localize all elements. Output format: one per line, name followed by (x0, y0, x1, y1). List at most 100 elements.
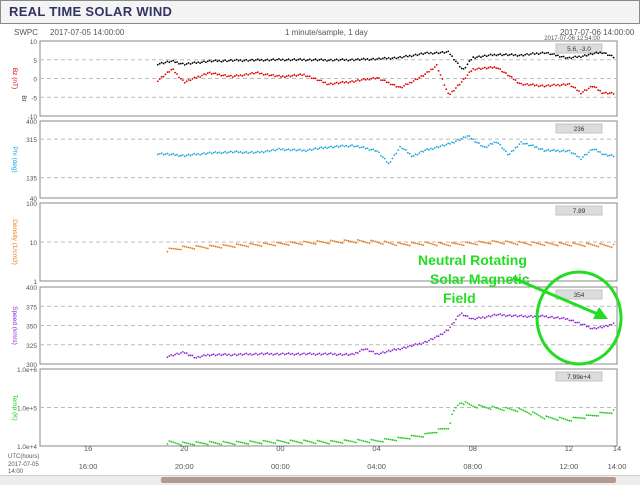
data-point (499, 143, 502, 146)
data-point (545, 415, 548, 418)
data-point (610, 54, 613, 57)
data-point (526, 316, 528, 319)
data-point (176, 352, 178, 355)
data-point (324, 441, 327, 444)
data-point (393, 243, 396, 246)
data-point (381, 79, 384, 82)
data-point (560, 417, 563, 419)
data-point (545, 241, 548, 244)
data-point (485, 315, 488, 318)
y-tick-label: 5 (33, 58, 37, 65)
data-point (508, 53, 511, 56)
data-point (206, 72, 209, 74)
data-point (330, 352, 332, 355)
data-point (499, 68, 502, 70)
data-point (487, 54, 490, 57)
data-point (428, 242, 430, 244)
data-point (378, 151, 380, 154)
data-point (401, 242, 403, 245)
data-point (303, 352, 305, 355)
data-point (212, 441, 215, 444)
data-point (301, 442, 303, 445)
data-point (170, 353, 173, 356)
data-point (289, 59, 292, 62)
data-point (314, 77, 317, 80)
data-point (220, 60, 223, 63)
data-point (587, 242, 590, 245)
data-point (555, 244, 557, 246)
y-tick-label: 1 (33, 279, 37, 286)
data-point (279, 59, 282, 62)
data-point (291, 74, 294, 77)
data-point (449, 244, 452, 247)
data-point (356, 145, 359, 147)
data-point (480, 144, 482, 147)
data-point (608, 245, 611, 248)
data-point (414, 53, 417, 56)
data-point (285, 75, 288, 78)
data-point (606, 92, 609, 95)
data-point (268, 441, 271, 443)
data-point (601, 92, 603, 95)
data-point (522, 409, 525, 412)
data-point (355, 58, 357, 61)
time-scrollbar[interactable] (0, 475, 640, 485)
data-point (222, 74, 225, 77)
scrollbar-thumb[interactable] (161, 477, 616, 483)
data-point (568, 56, 571, 59)
data-point (530, 53, 532, 55)
series-bt (156, 50, 615, 70)
data-point (556, 316, 559, 319)
data-point (176, 73, 178, 75)
data-point (376, 150, 378, 152)
data-point (287, 74, 290, 77)
data-point (428, 52, 430, 55)
data-point (426, 432, 428, 435)
data-point (503, 53, 505, 56)
data-point (464, 241, 467, 244)
data-point (605, 411, 607, 414)
y-tick-label: 10 (30, 240, 38, 247)
data-point (393, 439, 396, 442)
data-point (516, 55, 519, 57)
data-point (355, 145, 357, 148)
data-point (578, 90, 580, 92)
data-point (345, 239, 348, 242)
data-point (430, 242, 432, 245)
data-point (156, 63, 159, 66)
data-point (204, 247, 207, 249)
y-axis-label-2: Bt (20, 95, 27, 101)
x-tick-time: 12:00 (560, 462, 579, 471)
data-point (395, 152, 398, 155)
data-point (387, 438, 390, 441)
data-point (312, 148, 315, 151)
data-point (512, 242, 515, 245)
data-point (420, 243, 423, 246)
data-point (203, 73, 205, 75)
data-point (491, 143, 494, 145)
panel-phi: 400 315 135 40 Phi (deg) 236 (11, 119, 618, 203)
data-point (606, 412, 609, 414)
data-point (345, 80, 348, 83)
data-point (462, 244, 465, 247)
data-point (424, 73, 427, 76)
data-point (414, 153, 417, 156)
x-tick-hour: 20 (180, 444, 188, 453)
data-point (526, 142, 528, 145)
data-point (401, 347, 403, 350)
data-point (166, 71, 169, 74)
data-point (226, 441, 228, 444)
data-point (378, 353, 380, 356)
data-point (585, 242, 588, 245)
data-point (445, 243, 448, 246)
data-point (526, 242, 528, 245)
data-point (222, 60, 225, 62)
data-point (530, 244, 532, 246)
data-point (176, 61, 178, 63)
data-point (168, 61, 171, 64)
data-point (297, 441, 300, 444)
data-point (412, 241, 415, 244)
data-point (239, 150, 242, 153)
data-point (503, 243, 505, 245)
data-point (487, 66, 490, 69)
